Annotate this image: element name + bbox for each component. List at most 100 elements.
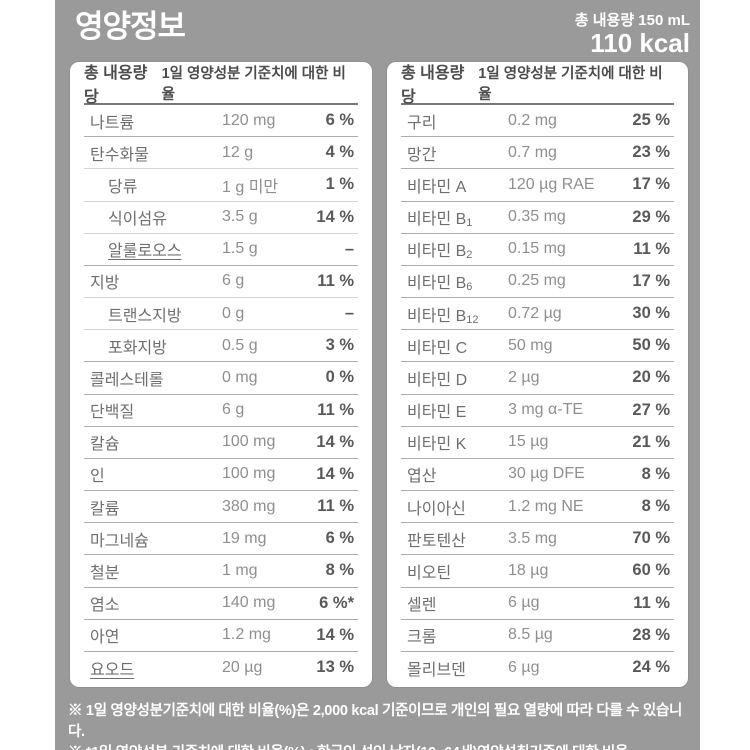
nutrient-name: 탄수화물 — [90, 146, 149, 164]
nutrient-name: 비타민 B2 — [407, 243, 473, 262]
nutrient-daily-percent: 24 % — [632, 658, 670, 676]
nutrient-table-left: 총 내용량당 1일 영양성분 기준치에 대한 비율 나트륨 120 mg 6 % 탄수… — [70, 62, 372, 687]
nutrient-row: 비타민 D 2 µg 20 % — [401, 361, 674, 393]
nutrient-amount: 0.35 mg — [508, 208, 566, 226]
nutrient-amount: 100 mg — [222, 433, 276, 451]
footnotes: ※ 1일 영양성분기준치에 대한 비율(%)은 2,000 kcal 기준이므로… — [68, 701, 686, 750]
nutrient-amount: 18 µg — [508, 561, 549, 579]
nutrient-name: 판토텐산 — [407, 532, 466, 550]
nutrient-row: 철분 1 mg 8 % — [84, 554, 358, 586]
nutrient-row: 비타민 B12 0.72 µg 30 % — [401, 297, 674, 329]
column-header-serving: 총 내용량당 — [401, 64, 465, 106]
nutrient-amount: 140 mg — [222, 594, 276, 612]
nutrient-name: 포화지방 — [108, 339, 167, 357]
nutrient-row: 콜레스테롤 0 mg 0 % — [84, 361, 358, 393]
nutrient-row: 마그네슘 19 mg 6 % — [84, 522, 358, 554]
nutrient-daily-percent: 11 % — [317, 497, 354, 516]
nutrient-amount: 100 mg — [222, 465, 276, 483]
nutrient-amount: 50 mg — [508, 336, 553, 354]
nutrient-rows: 나트륨 120 mg 6 % 탄수화물 12 g 4 % 당류 1 g 미만 1 % 식이섬유 3.… — [84, 105, 358, 683]
nutrient-daily-percent: 11 % — [317, 400, 354, 419]
nutrient-daily-percent: 25 % — [632, 111, 670, 130]
nutrient-row: 비오틴 18 µg 60 % — [401, 554, 674, 586]
nutrient-name: 요오드 — [90, 661, 135, 679]
nutrient-amount: 6 g — [222, 401, 245, 419]
nutrient-name: 망간 — [407, 146, 437, 164]
nutrient-row: 지방 6 g 11 % — [84, 264, 358, 297]
nutrient-row: 나트륨 120 mg 6 % — [84, 105, 358, 136]
nutrient-daily-percent: 8 % — [641, 464, 670, 483]
nutrient-name: 나이아신 — [407, 500, 466, 518]
nutrient-daily-percent: 21 % — [632, 432, 670, 451]
nutrient-name: 비타민 K — [407, 436, 467, 454]
nutrient-row: 단백질 6 g 11 % — [84, 393, 358, 426]
nutrient-rows: 구리 0.2 mg 25 % 망간 0.7 mg 23 % 비타민 A 120 µg RAE 1… — [401, 105, 674, 683]
nutrient-row: 나이아신 1.2 mg NE 8 % — [401, 490, 674, 522]
nutrient-row: 염소 140 mg 6 %* — [84, 586, 358, 619]
nutrient-name: 비오틴 — [407, 564, 452, 582]
label-panel: 영양정보 총 내용량 150 mL 110 kcal 총 내용량당 1일 영양성… — [55, 0, 700, 750]
nutrient-daily-percent: 11 % — [317, 271, 354, 290]
nutrient-row: 비타민 K 15 µg 21 % — [401, 425, 674, 458]
page-title: 영양정보 — [75, 9, 186, 44]
nutrient-daily-percent: – — [344, 239, 354, 258]
nutrient-name: 칼륨 — [90, 500, 120, 518]
total-volume: 총 내용량 150 mL — [574, 12, 690, 29]
nutrient-row: 알룰로오스 1.5 g – — [84, 232, 358, 265]
nutrient-amount: 0 g — [222, 304, 245, 322]
table-header: 총 내용량당 1일 영양성분 기준치에 대한 비율 — [84, 62, 358, 106]
nutrient-row: 몰리브덴 6 µg 24 % — [401, 650, 674, 683]
nutrient-row: 탄수화물 12 g 4 % — [84, 136, 358, 168]
nutrient-row: 판토텐산 3.5 mg 70 % — [401, 522, 674, 554]
nutrient-row: 비타민 C 50 mg 50 % — [401, 329, 674, 361]
nutrient-name: 단백질 — [90, 404, 135, 422]
nutrient-daily-percent: 14 % — [316, 432, 354, 451]
nutrient-name: 비타민 A — [407, 178, 467, 196]
nutrient-daily-percent: 27 % — [632, 400, 670, 419]
nutrient-amount: 3.5 mg — [508, 529, 557, 547]
serving-summary: 총 내용량 150 mL 110 kcal — [575, 12, 690, 58]
nutrient-daily-percent: 14 % — [316, 625, 354, 644]
nutrient-row: 비타민 B6 0.25 mg 17 % — [401, 264, 674, 297]
nutrient-daily-percent: 8 % — [641, 497, 670, 516]
nutrient-name: 마그네슘 — [90, 532, 149, 550]
nutrient-name: 비타민 D — [407, 371, 468, 389]
nutrient-name: 인 — [90, 468, 105, 486]
nutrient-name: 비타민 C — [407, 339, 468, 357]
nutrient-amount: 1 g 미만 — [222, 178, 279, 196]
nutrient-amount: 1 mg — [222, 561, 258, 579]
nutrient-daily-percent: 4 % — [325, 143, 354, 162]
nutrient-name: 나트륨 — [90, 114, 135, 132]
nutrient-row: 비타민 A 120 µg RAE 17 % — [401, 168, 674, 200]
nutrient-name: 비타민 E — [407, 404, 467, 422]
nutrient-row: 칼슘 100 mg 14 % — [84, 425, 358, 458]
nutrient-table-right: 총 내용량당 1일 영양성분 기준치에 대한 비율 구리 0.2 mg 25 % 망간… — [387, 62, 688, 687]
nutrient-amount: 8.5 µg — [508, 626, 553, 644]
nutrient-row: 셀렌 6 µg 11 % — [401, 586, 674, 619]
nutrient-name: 셀렌 — [407, 597, 437, 615]
nutrient-daily-percent: 14 % — [316, 464, 354, 483]
nutrient-tables: 총 내용량당 1일 영양성분 기준치에 대한 비율 나트륨 120 mg 6 % 탄수… — [55, 62, 700, 687]
footnote-korean-rda: ※ *1일 영양성분 기준치에 대한 비율(%) : 한국인 성인 남자(19~… — [68, 743, 686, 750]
nutrient-amount: 6 g — [222, 272, 245, 290]
nutrient-daily-percent: 14 % — [316, 207, 354, 226]
nutrient-name: 아연 — [90, 629, 120, 647]
nutrient-row: 당류 1 g 미만 1 % — [84, 168, 358, 200]
nutrient-row: 크롬 8.5 µg 28 % — [401, 618, 674, 651]
nutrient-name: 비타민 B6 — [407, 275, 473, 294]
column-header-daily-value: 1일 영양성분 기준치에 대한 비율 — [161, 65, 346, 103]
nutrient-row: 인 100 mg 14 % — [84, 457, 358, 490]
nutrient-amount: 0 mg — [222, 368, 258, 386]
nutrient-row: 엽산 30 µg DFE 8 % — [401, 457, 674, 490]
column-header-daily-value: 1일 영양성분 기준치에 대한 비율 — [478, 65, 663, 103]
nutrient-daily-percent: 6 % — [325, 111, 354, 130]
nutrient-amount: 30 µg DFE — [508, 465, 585, 483]
nutrient-name: 구리 — [407, 114, 437, 132]
nutrient-amount: 0.72 µg — [508, 304, 562, 322]
nutrient-name: 당류 — [108, 178, 138, 196]
nutrient-amount: 15 µg — [508, 433, 549, 451]
nutrient-row: 비타민 B2 0.15 mg 11 % — [401, 232, 674, 265]
nutrient-daily-percent: 6 % — [325, 529, 354, 548]
nutrient-amount: 0.15 mg — [508, 240, 566, 258]
